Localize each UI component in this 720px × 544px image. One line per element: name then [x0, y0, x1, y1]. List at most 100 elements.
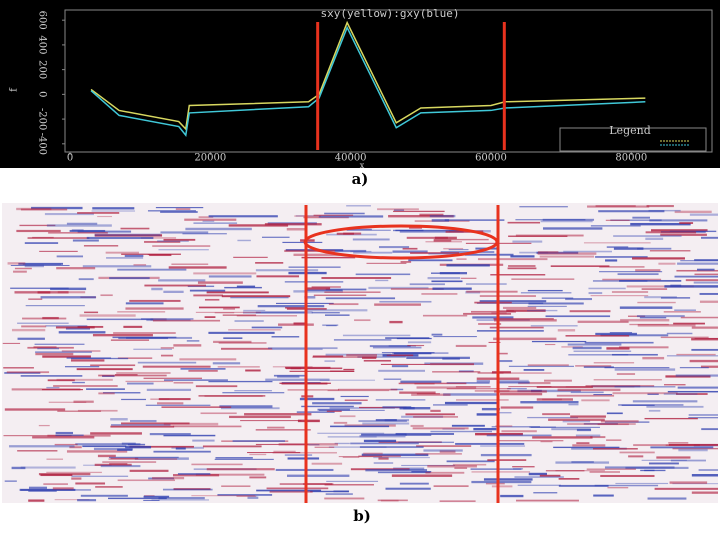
seismic-reflector: [66, 357, 112, 359]
seismic-reflector: [477, 372, 504, 374]
seismic-reflector: [433, 485, 469, 487]
seismic-reflector: [691, 491, 718, 494]
seismic-reflector: [491, 372, 552, 374]
seismic-reflector: [508, 265, 536, 268]
seismic-section: [2, 203, 718, 503]
seismic-reflector: [536, 398, 573, 401]
seismic-reflector: [198, 216, 214, 218]
seismic-reflector: [605, 219, 630, 221]
seismic-reflector: [391, 365, 409, 368]
seismic-reflector: [500, 406, 534, 409]
seismic-reflector: [490, 274, 546, 276]
seismic-reflector: [399, 230, 464, 233]
seismic-reflector: [224, 286, 262, 289]
seismic-reflector: [660, 336, 709, 339]
seismic-reflector: [110, 339, 150, 341]
seismic-reflector: [158, 497, 205, 500]
seismic-reflector: [679, 222, 694, 224]
seismic-reflector: [7, 262, 26, 265]
seismic-reflector: [540, 440, 553, 443]
seismic-reflector: [108, 497, 167, 500]
seismic-reflector: [644, 417, 698, 420]
seismic-reflector: [214, 458, 274, 460]
seismic-reflector: [527, 289, 563, 292]
seismic-reflector: [558, 477, 580, 480]
seismic-reflector: [456, 399, 509, 401]
seismic-reflector: [357, 356, 406, 358]
seismic-reflector: [129, 419, 157, 423]
seismic-reflector: [373, 457, 430, 459]
seismic-reflector: [497, 359, 513, 363]
seismic-reflector: [17, 450, 58, 452]
seismic-reflector: [377, 471, 431, 474]
seismic-reflector: [443, 393, 499, 396]
seismic-reflector: [110, 457, 139, 460]
seismic-reflector: [531, 340, 587, 343]
seismic-reflector: [508, 386, 552, 388]
seismic-reflector: [340, 395, 369, 398]
seismic-reflector: [612, 392, 678, 395]
seismic-reflector: [308, 444, 320, 446]
seismic-reflector: [476, 380, 490, 383]
seismic-reflector: [116, 372, 171, 374]
seismic-reflector: [94, 233, 161, 237]
seismic-reflector: [129, 299, 181, 302]
seismic-reflector: [649, 250, 691, 252]
seismic-reflector: [261, 236, 290, 238]
seismic-reflector: [444, 401, 499, 405]
seismic-reflector: [125, 445, 152, 449]
seismic-reflector: [46, 224, 112, 227]
seismic-reflector: [21, 325, 47, 328]
seismic-reflector: [66, 222, 98, 225]
seismic-reflector: [568, 354, 629, 356]
seismic-reflector: [354, 319, 371, 322]
seismic-reflector: [583, 366, 614, 368]
seismic-reflector: [56, 255, 84, 258]
seismic-reflector: [206, 468, 275, 471]
seismic-reflector: [251, 326, 283, 329]
seismic-reflector: [595, 332, 637, 336]
seismic-reflector: [392, 250, 428, 253]
seismic-reflector: [124, 254, 144, 257]
seismic-reflector: [193, 294, 223, 297]
seismic-reflector: [249, 476, 267, 479]
seismic-reflector: [487, 459, 527, 461]
seismic-reflector: [304, 309, 368, 312]
seismic-reflector: [144, 284, 207, 287]
seismic-reflector: [121, 422, 190, 425]
seismic-reflector: [318, 215, 384, 218]
seismic-reflector: [528, 472, 547, 476]
seismic-reflector: [540, 220, 593, 223]
y-tick-label: 200: [37, 60, 48, 79]
seismic-reflector: [416, 386, 477, 389]
seismic-reflector: [592, 448, 638, 450]
seismic-reflector: [289, 370, 355, 372]
seismic-reflector: [222, 314, 257, 316]
panel-label: a): [352, 170, 369, 188]
seismic-reflector: [677, 386, 718, 389]
seismic-reflector: [508, 365, 574, 368]
seismic-reflector: [451, 424, 485, 427]
seismic-reflector: [353, 251, 393, 254]
seismic-reflector: [496, 310, 514, 312]
seismic-reflector: [243, 309, 266, 312]
seismic-reflector: [56, 378, 113, 381]
seismic-reflector: [407, 341, 432, 344]
seismic-reflector: [415, 453, 462, 455]
seismic-reflector: [393, 210, 445, 213]
seismic-reflector: [14, 267, 32, 270]
seismic-reflector: [147, 254, 171, 256]
seismic-reflector: [301, 256, 356, 259]
panel-label: b): [353, 507, 371, 525]
seismic-reflector: [635, 269, 661, 272]
seismic-reflector: [377, 499, 408, 502]
seismic-reflector: [129, 445, 194, 448]
seismic-reflector: [538, 251, 559, 253]
seismic-reflector: [121, 442, 136, 445]
seismic-reflector: [65, 327, 90, 330]
seismic-reflector: [247, 496, 259, 499]
x-tick-label: 20000: [194, 153, 226, 164]
seismic-reflector: [399, 482, 429, 485]
seismic-reflector: [242, 311, 313, 314]
